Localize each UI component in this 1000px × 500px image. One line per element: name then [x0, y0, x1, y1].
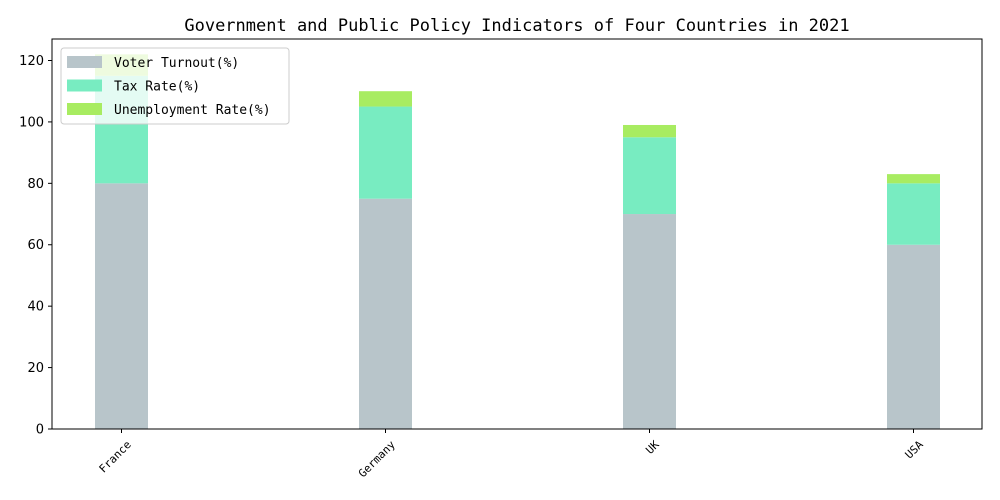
bar-germany-series-0	[359, 198, 412, 429]
y-tick-label: 20	[27, 361, 44, 376]
bar-germany-series-2	[359, 91, 412, 107]
legend-box	[60, 47, 290, 125]
legend-label: Tax Rate(%)	[114, 80, 200, 95]
axes-frame	[51, 38, 983, 430]
bar-france-series-0	[95, 183, 148, 429]
x-tick-label: Germany	[356, 438, 398, 480]
legend-label: Unemployment Rate(%)	[114, 103, 271, 118]
y-tick-label: 60	[27, 238, 44, 253]
x-tick-label: USA	[903, 438, 927, 462]
bar-uk-series-1	[623, 137, 676, 215]
legend: Voter Turnout(%) Tax Rate(%) Unemployment …	[60, 47, 290, 125]
x-tick-label: UK	[643, 438, 662, 457]
y-tick-label: 100	[19, 115, 44, 130]
legend-swatch	[67, 103, 102, 115]
bar-usa-series-1	[887, 183, 940, 245]
bar-usa-series-2	[887, 174, 940, 184]
bar-usa-series-0	[887, 244, 940, 429]
y-tick-label: 40	[27, 300, 44, 315]
legend-swatch	[67, 56, 102, 68]
bar-uk-series-0	[623, 214, 676, 429]
x-tick-label: France	[97, 438, 134, 475]
legend-label: Voter Turnout(%)	[114, 56, 239, 71]
legend-swatch	[67, 79, 102, 92]
bar-uk-series-2	[623, 124, 676, 138]
y-tick-label: 120	[19, 54, 44, 69]
bar-germany-series-1	[359, 106, 412, 199]
y-tick-label: 0	[36, 423, 44, 438]
y-tick-label: 80	[27, 177, 44, 192]
chart-title: Government and Public Policy Indicators …	[184, 16, 849, 36]
